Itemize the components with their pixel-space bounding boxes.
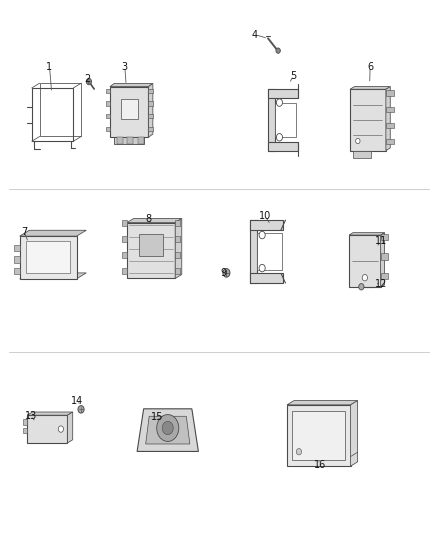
- Text: 16: 16: [314, 460, 326, 470]
- Polygon shape: [23, 419, 27, 425]
- Polygon shape: [14, 245, 20, 251]
- Text: 5: 5: [290, 71, 297, 80]
- Polygon shape: [175, 268, 180, 274]
- Bar: [275, 103, 296, 137]
- Polygon shape: [110, 86, 148, 137]
- Polygon shape: [122, 252, 127, 258]
- Polygon shape: [20, 273, 86, 279]
- Text: 15: 15: [151, 412, 163, 422]
- Bar: [293, 411, 345, 459]
- Polygon shape: [386, 123, 394, 128]
- Polygon shape: [110, 83, 153, 86]
- Text: 14: 14: [71, 396, 83, 406]
- Circle shape: [78, 406, 84, 413]
- Polygon shape: [350, 86, 390, 89]
- Text: 12: 12: [375, 279, 387, 288]
- Polygon shape: [381, 253, 388, 260]
- Circle shape: [296, 449, 301, 455]
- Polygon shape: [175, 236, 180, 242]
- Bar: [250, 273, 283, 283]
- Bar: [250, 220, 257, 283]
- Bar: [139, 234, 163, 256]
- Text: 8: 8: [146, 214, 152, 223]
- Polygon shape: [175, 252, 180, 258]
- Polygon shape: [106, 88, 110, 93]
- Polygon shape: [14, 268, 20, 274]
- Polygon shape: [67, 412, 73, 443]
- Circle shape: [58, 426, 64, 432]
- Circle shape: [162, 421, 173, 435]
- Polygon shape: [287, 405, 350, 466]
- Bar: [26, 241, 70, 273]
- Polygon shape: [106, 114, 110, 118]
- Polygon shape: [148, 83, 153, 137]
- Polygon shape: [386, 90, 394, 96]
- Circle shape: [356, 138, 360, 144]
- Polygon shape: [27, 415, 67, 443]
- Polygon shape: [106, 101, 110, 106]
- Text: 3: 3: [122, 62, 128, 71]
- Polygon shape: [148, 126, 153, 131]
- Circle shape: [86, 78, 92, 85]
- Text: 4: 4: [252, 30, 258, 39]
- Polygon shape: [127, 223, 175, 278]
- Polygon shape: [148, 88, 153, 93]
- Polygon shape: [23, 428, 27, 433]
- Text: 1: 1: [46, 62, 53, 71]
- Polygon shape: [349, 232, 385, 235]
- Bar: [268, 142, 298, 150]
- Text: 11: 11: [375, 236, 387, 246]
- Polygon shape: [148, 101, 153, 106]
- Polygon shape: [146, 416, 190, 444]
- Polygon shape: [349, 235, 381, 287]
- Polygon shape: [122, 268, 127, 274]
- Circle shape: [157, 415, 179, 441]
- Circle shape: [276, 48, 280, 53]
- Bar: [268, 89, 275, 150]
- Polygon shape: [386, 86, 390, 150]
- Text: 13: 13: [25, 411, 37, 421]
- Circle shape: [276, 134, 283, 141]
- Circle shape: [259, 231, 265, 239]
- Polygon shape: [127, 219, 182, 223]
- Polygon shape: [350, 89, 386, 150]
- Polygon shape: [381, 232, 385, 287]
- Bar: [268, 89, 298, 98]
- Circle shape: [259, 264, 265, 272]
- Text: 2: 2: [85, 74, 91, 84]
- Bar: [120, 99, 138, 119]
- Polygon shape: [137, 409, 198, 451]
- Bar: [257, 233, 282, 270]
- Polygon shape: [122, 236, 127, 242]
- Circle shape: [223, 269, 230, 277]
- Polygon shape: [14, 256, 20, 263]
- Bar: [250, 220, 283, 230]
- Polygon shape: [122, 220, 127, 226]
- Polygon shape: [381, 234, 388, 240]
- Polygon shape: [350, 401, 357, 466]
- Polygon shape: [20, 230, 86, 236]
- Polygon shape: [175, 220, 180, 226]
- Text: 6: 6: [367, 62, 373, 71]
- Circle shape: [276, 99, 283, 107]
- Circle shape: [359, 284, 364, 290]
- Bar: [353, 150, 371, 158]
- Bar: [117, 137, 123, 143]
- Polygon shape: [386, 107, 394, 112]
- Text: 7: 7: [21, 227, 27, 237]
- Circle shape: [362, 274, 367, 281]
- Bar: [138, 137, 144, 143]
- Polygon shape: [175, 219, 182, 278]
- Polygon shape: [386, 139, 394, 144]
- Polygon shape: [20, 236, 77, 279]
- Text: 9: 9: [220, 269, 226, 278]
- Polygon shape: [114, 137, 144, 143]
- Polygon shape: [381, 273, 388, 279]
- Polygon shape: [106, 126, 110, 131]
- Text: 10: 10: [259, 211, 271, 221]
- Bar: [127, 137, 133, 143]
- Polygon shape: [27, 412, 73, 415]
- Polygon shape: [148, 114, 153, 118]
- Polygon shape: [287, 401, 357, 405]
